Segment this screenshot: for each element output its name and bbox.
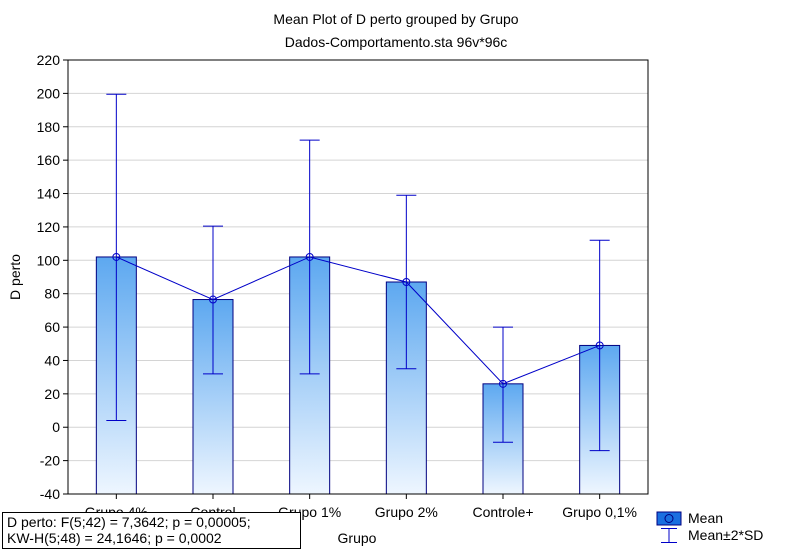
y-tick-label: 60: [44, 319, 60, 335]
mean-line: [112, 252, 604, 388]
x-tick-label: Controle+: [472, 504, 533, 520]
mean-point: [112, 252, 121, 261]
y-tick-label: 100: [37, 252, 61, 268]
stats-kruskal-wallis: KW-H(5;48) = 24,1646; p = 0,0002: [7, 530, 222, 546]
legend-mean-swatch: [656, 511, 682, 526]
y-tick-label: 40: [44, 352, 60, 368]
mean-point: [209, 295, 217, 304]
plot-frame: [67, 59, 649, 495]
legend-label-mean: Mean: [688, 510, 724, 526]
y-tick-label: 220: [37, 52, 61, 68]
mean-point: [402, 278, 411, 287]
y-tick-label: 180: [37, 119, 61, 135]
y-tick-label: 140: [37, 186, 61, 202]
grid-lines: [68, 92, 648, 462]
error-bars: [106, 93, 610, 452]
y-axis-ticks: -40 -20 0 20 40 60 80 100 120 140 160 180 200 220: [37, 52, 68, 502]
chart-subtitle: Dados-Comportamento.sta 96v*96c: [285, 34, 508, 50]
y-tick-label: 20: [44, 386, 60, 402]
y-axis-label: D perto: [7, 254, 23, 300]
chart-title: Mean Plot of D perto grouped by Grupo: [273, 11, 518, 27]
x-tick-label: Grupo 0,1%: [562, 504, 637, 520]
legend-sd-swatch: [661, 528, 677, 543]
x-tick-label: Grupo 2%: [375, 504, 438, 520]
y-tick-label: 120: [37, 219, 61, 235]
legend-label-sd: Mean±2*SD: [688, 527, 764, 543]
bars: [95, 256, 621, 495]
mean-point: [305, 252, 314, 261]
x-axis-label: Grupo: [338, 530, 377, 546]
y-tick-label: 160: [37, 152, 61, 168]
mean-point: [499, 379, 507, 388]
y-tick-label: 200: [37, 85, 61, 101]
mean-series-line: [116, 256, 600, 385]
stats-box: D perto: F(5;42) = 7,3642; p = 0,00005; …: [2, 512, 301, 549]
y-tick-label: 0: [52, 419, 60, 435]
y-tick-label: -40: [40, 486, 60, 502]
y-tick-label: 80: [44, 286, 60, 302]
y-tick-label: -20: [40, 453, 60, 469]
stats-anova: D perto: F(5;42) = 7,3642; p = 0,00005;: [7, 514, 251, 530]
mean-point: [595, 341, 604, 350]
